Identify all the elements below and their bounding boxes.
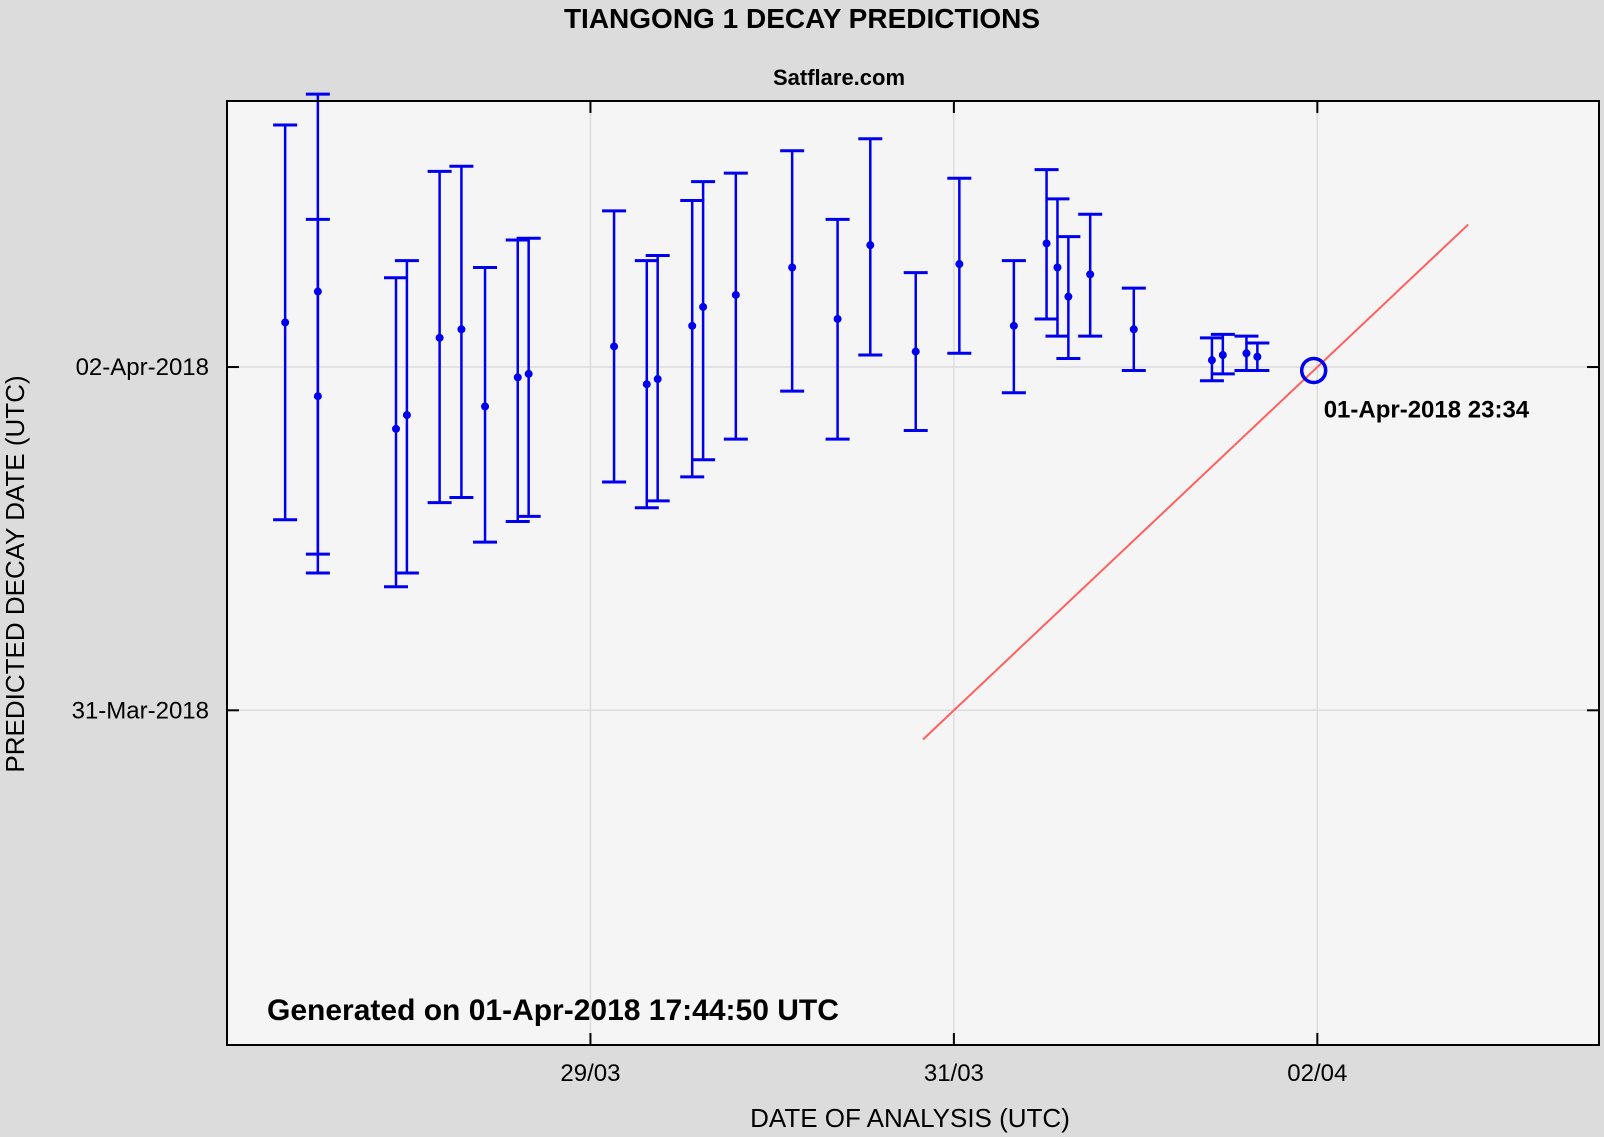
data-point bbox=[699, 302, 708, 311]
prediction-point bbox=[602, 209, 627, 484]
prediction-point bbox=[780, 149, 805, 393]
data-point bbox=[524, 369, 533, 378]
prediction-point bbox=[384, 276, 409, 589]
data-point bbox=[1253, 352, 1262, 361]
data-point bbox=[1053, 263, 1062, 272]
data-point bbox=[1218, 351, 1227, 360]
grid bbox=[227, 101, 1599, 1045]
prediction-point bbox=[505, 238, 530, 524]
data-point bbox=[1064, 292, 1073, 301]
highlight-circle bbox=[1299, 356, 1328, 385]
prediction-point bbox=[1045, 197, 1070, 338]
y-tick-label: 02-Apr-2018 bbox=[76, 354, 209, 381]
prediction-point bbox=[858, 137, 883, 357]
data-point bbox=[435, 333, 444, 342]
prediction-point bbox=[449, 164, 474, 499]
data-point bbox=[731, 290, 740, 299]
data-point bbox=[1242, 349, 1251, 358]
data-point bbox=[313, 392, 322, 401]
prediction-point bbox=[394, 259, 419, 575]
prediction-point bbox=[825, 217, 850, 441]
data-point bbox=[688, 321, 697, 330]
prediction-point bbox=[427, 169, 452, 505]
data-point bbox=[1009, 321, 1018, 330]
plot-area bbox=[227, 101, 1599, 1045]
y-axis-label: PREDICTED DECAY DATE (UTC) bbox=[0, 375, 30, 772]
prediction-point bbox=[1245, 341, 1270, 372]
prediction-point bbox=[1210, 332, 1235, 376]
x-tick-label: 02/04 bbox=[1287, 1060, 1347, 1087]
data-point bbox=[392, 424, 401, 433]
chart-title: TIANGONG 1 DECAY PREDICTIONS bbox=[564, 3, 1040, 34]
reference-line bbox=[922, 223, 1469, 741]
prediction-point bbox=[273, 123, 298, 522]
generated-note: Generated on 01-Apr-2018 17:44:50 UTC bbox=[267, 994, 839, 1027]
prediction-point bbox=[634, 259, 659, 510]
data-point bbox=[457, 325, 466, 334]
data-point bbox=[402, 411, 411, 420]
data-point bbox=[1086, 270, 1095, 279]
prediction-point bbox=[903, 271, 928, 433]
data-point bbox=[653, 375, 662, 384]
data-point bbox=[1129, 325, 1138, 334]
prediction-point bbox=[473, 265, 498, 544]
prediction-point bbox=[1034, 168, 1059, 321]
x-tick-label: 29/03 bbox=[560, 1060, 620, 1087]
y-tick-label: 31-Mar-2018 bbox=[72, 697, 209, 724]
prediction-point bbox=[1121, 286, 1146, 372]
prediction-point bbox=[1056, 235, 1081, 360]
data-point bbox=[833, 314, 842, 323]
prediction-point bbox=[1001, 259, 1026, 395]
chart-subtitle: Satflare.com bbox=[773, 65, 905, 90]
prediction-point bbox=[947, 176, 972, 355]
data-point bbox=[513, 373, 522, 382]
axis-ticks: 29/03 31/03 02/04 31-Mar-2018 02-Apr-2018 bbox=[72, 101, 1599, 1087]
prediction-point bbox=[723, 171, 748, 441]
highlight-label: 01-Apr-2018 23:34 bbox=[1324, 396, 1530, 423]
data-point bbox=[1042, 239, 1051, 248]
data-point bbox=[481, 402, 490, 411]
x-tick-label: 31/03 bbox=[924, 1060, 984, 1087]
data-point bbox=[955, 260, 964, 269]
data-point bbox=[866, 241, 875, 250]
prediction-point bbox=[680, 199, 705, 479]
data-point bbox=[642, 380, 651, 389]
plot-frame bbox=[226, 100, 1600, 1046]
data-point bbox=[1207, 356, 1216, 365]
data-point bbox=[911, 347, 920, 356]
prediction-point bbox=[691, 180, 716, 462]
highlight-marker: 01-Apr-2018 23:34 bbox=[1299, 356, 1530, 423]
data-point bbox=[281, 318, 290, 327]
x-axis-label: DATE OF ANALYSIS (UTC) bbox=[750, 1103, 1070, 1133]
series-predictions bbox=[273, 92, 1270, 589]
prediction-point bbox=[516, 236, 541, 518]
prediction-point bbox=[305, 217, 330, 556]
data-point bbox=[788, 263, 797, 272]
prediction-point bbox=[645, 253, 670, 503]
data-point bbox=[610, 342, 619, 351]
prediction-point bbox=[1078, 212, 1103, 338]
reference-diagonal-line bbox=[922, 223, 1469, 741]
